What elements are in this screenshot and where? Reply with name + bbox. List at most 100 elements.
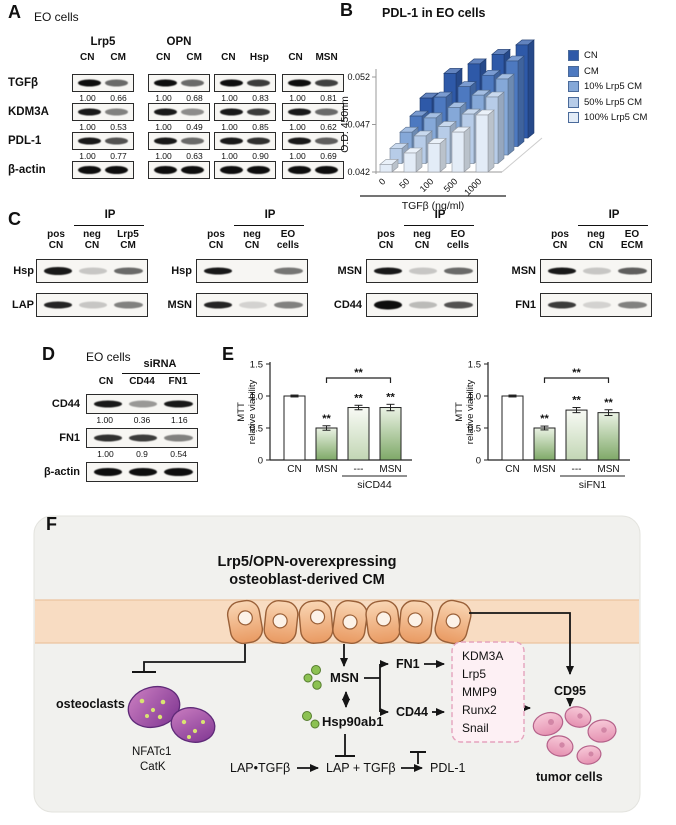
blot-kdm3a-hsp	[214, 103, 276, 121]
bar	[379, 407, 402, 461]
panel-b: B PDL-1 in EO cells 0.042 0.047 0.052 0 50 10…	[336, 0, 676, 215]
gene-runx2: Runx2	[462, 703, 497, 717]
col-label-fn1: FN1	[158, 376, 198, 387]
msn-branch-bracket	[364, 664, 381, 712]
band-value: 1.00	[97, 449, 114, 459]
blot-ip1-hsp	[36, 259, 148, 283]
band-value: 0.85	[252, 122, 269, 132]
protein-band	[114, 267, 143, 275]
sig-bracket	[325, 377, 392, 383]
col-header-pos-cn: pos CN	[36, 229, 76, 251]
osteoblast-cell	[434, 599, 472, 645]
band-value: 0.36	[133, 415, 151, 425]
blot-bactin-lrp5	[72, 161, 134, 179]
band-value: 0.54	[170, 449, 187, 459]
legend-swatch	[568, 50, 579, 61]
ip-label: IP	[104, 209, 116, 221]
band-value: 1.00	[96, 415, 113, 425]
blot-pdl1-opn	[148, 132, 210, 150]
band-value: 1.00	[79, 93, 96, 103]
protein-band	[287, 137, 311, 145]
values-pdl1-hsp: 1.00 0.90	[214, 151, 276, 161]
col-header-line: neg	[587, 229, 605, 240]
protein-band	[77, 108, 101, 116]
lap-tgfb-label: LAP•TGFβ	[230, 761, 290, 775]
group-label: siCD44	[357, 479, 392, 491]
osteoclasts-label: osteoclasts	[56, 697, 125, 711]
col-label-cd44: CD44	[122, 376, 162, 387]
y-axis-title: O.D. 450nm	[339, 96, 351, 153]
legend-swatch	[568, 65, 579, 77]
col-header-line: neg	[83, 229, 101, 240]
bar	[501, 395, 524, 461]
protein-band	[78, 267, 108, 275]
values-tgfb-lrp5: 1.00 0.66	[72, 93, 134, 103]
row-label-msn: MSN	[337, 265, 362, 277]
col-header-line: Lrp5	[117, 229, 139, 240]
band-value: 1.00	[221, 93, 238, 103]
band-value: 0.83	[252, 93, 269, 103]
blot-bactin-opn	[148, 161, 210, 179]
ip-line	[234, 225, 304, 226]
col-header-eo-ecm: EO ECM	[612, 229, 652, 251]
col-header-pos-cn: pos CN	[366, 229, 406, 251]
col-labels-group1: CN CM	[72, 52, 134, 63]
col-header-line: cells	[276, 240, 300, 251]
y-tick-label: 0	[476, 456, 481, 467]
col-label: CM	[110, 52, 126, 63]
row-label-cd44: CD44	[51, 398, 80, 410]
bar	[403, 152, 417, 173]
msn-label: MSN	[330, 670, 359, 685]
y-tick-label: 0.047	[347, 120, 370, 130]
band-value: 1.00	[79, 151, 96, 161]
x-tick-label: 0	[377, 176, 388, 187]
tumor-cells	[532, 706, 617, 765]
panel-e-letter: E	[222, 344, 235, 364]
blot-kdm3a-lrp5	[72, 103, 134, 121]
bar	[315, 427, 338, 461]
values-pdl1-lrp5: 1.00 0.77	[72, 151, 134, 161]
band-value: 0.49	[186, 122, 203, 132]
protein-band	[153, 108, 177, 116]
values-d-cd44: 1.00 0.36 1.16	[86, 415, 198, 425]
protein-band	[219, 166, 243, 174]
protein-band	[274, 301, 303, 309]
col-header-line: CN	[98, 376, 114, 387]
protein-band	[77, 137, 101, 145]
sirna-line	[122, 373, 200, 374]
significance: **	[572, 395, 581, 407]
mechanism-diagram: Lrp5/OPN-overexpressing osteoblast-deriv…	[33, 515, 641, 813]
col-label: CM	[186, 52, 202, 63]
chart-legend: CN CM 10% Lrp5 CM 50% Lrp5 CM 100% Lrp5 …	[568, 50, 647, 128]
tumor-cells-label: tumor cells	[536, 770, 603, 784]
group-title-opn: OPN	[166, 36, 192, 48]
protein-band	[164, 400, 193, 408]
ip-label: IP	[608, 209, 620, 221]
y-tick-label: 1.0	[250, 392, 263, 403]
protein-band	[93, 400, 123, 408]
depth-axis	[501, 137, 543, 173]
protein-band	[582, 301, 612, 309]
protein-band	[247, 166, 271, 174]
row-label-pdl1: PDL-1	[8, 135, 42, 147]
row-label-msn: MSN	[511, 265, 536, 277]
x-tick-label: MSN	[315, 464, 337, 475]
blot-d-cd44	[86, 394, 198, 414]
x-tick-label: ---	[572, 464, 582, 475]
osteoblast-cell	[332, 599, 368, 645]
panel-f: F Lrp5/OPN-overexpressing osteoblast-der…	[32, 510, 644, 816]
values-kdm3a-msn: 1.00 0.62	[282, 122, 344, 132]
band-value: 1.00	[289, 151, 306, 161]
protein-band	[93, 468, 123, 476]
significance: **	[386, 391, 395, 403]
col-label-cn: CN	[86, 376, 126, 387]
mtt-chart-sicd44: 0 0.5 1.0 1.5 MTT relative viability CN ** MSN **…	[236, 360, 412, 491]
col-header-pos-cn: pos CN	[540, 229, 580, 251]
ip-line	[74, 225, 144, 226]
panel-b-letter: B	[340, 0, 353, 20]
catk-label: CatK	[140, 761, 166, 773]
bar-side	[507, 73, 515, 156]
protein-band	[247, 137, 271, 145]
protein-band	[128, 400, 158, 408]
bar-side	[497, 91, 505, 165]
